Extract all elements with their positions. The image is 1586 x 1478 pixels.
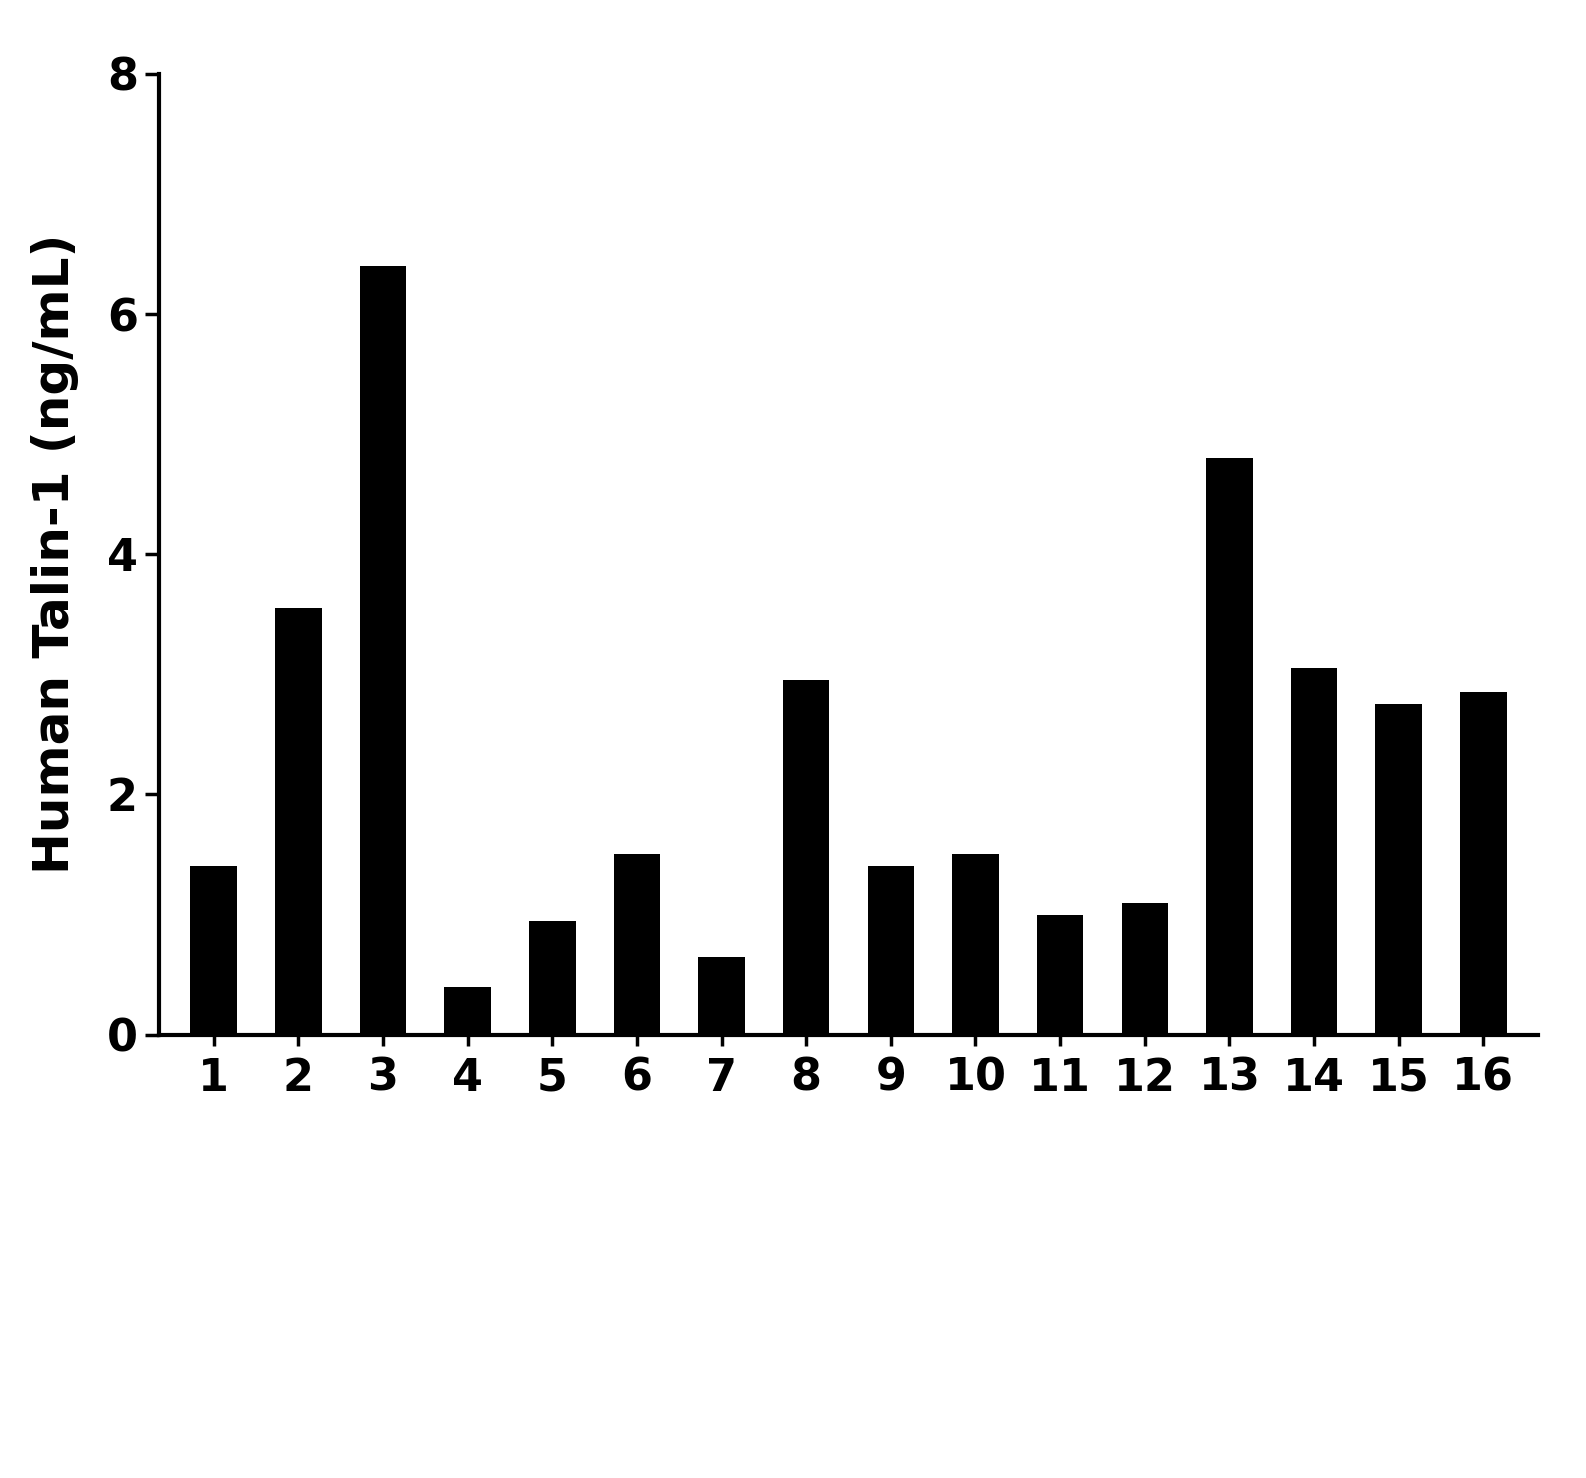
Bar <box>614 854 660 1035</box>
Bar <box>1037 915 1083 1035</box>
Bar <box>698 956 745 1035</box>
Bar <box>1461 692 1507 1035</box>
Bar <box>444 987 490 1035</box>
Bar <box>1375 705 1423 1035</box>
Bar <box>530 921 576 1035</box>
Bar <box>783 680 829 1035</box>
Bar <box>1291 668 1337 1035</box>
Bar <box>1207 458 1253 1035</box>
Bar <box>868 866 914 1035</box>
Bar <box>1121 903 1167 1035</box>
Y-axis label: Human Talin-1 (ng/mL): Human Talin-1 (ng/mL) <box>32 234 79 875</box>
Bar <box>952 854 999 1035</box>
Bar <box>274 609 322 1035</box>
Bar <box>190 866 236 1035</box>
Bar <box>360 266 406 1035</box>
